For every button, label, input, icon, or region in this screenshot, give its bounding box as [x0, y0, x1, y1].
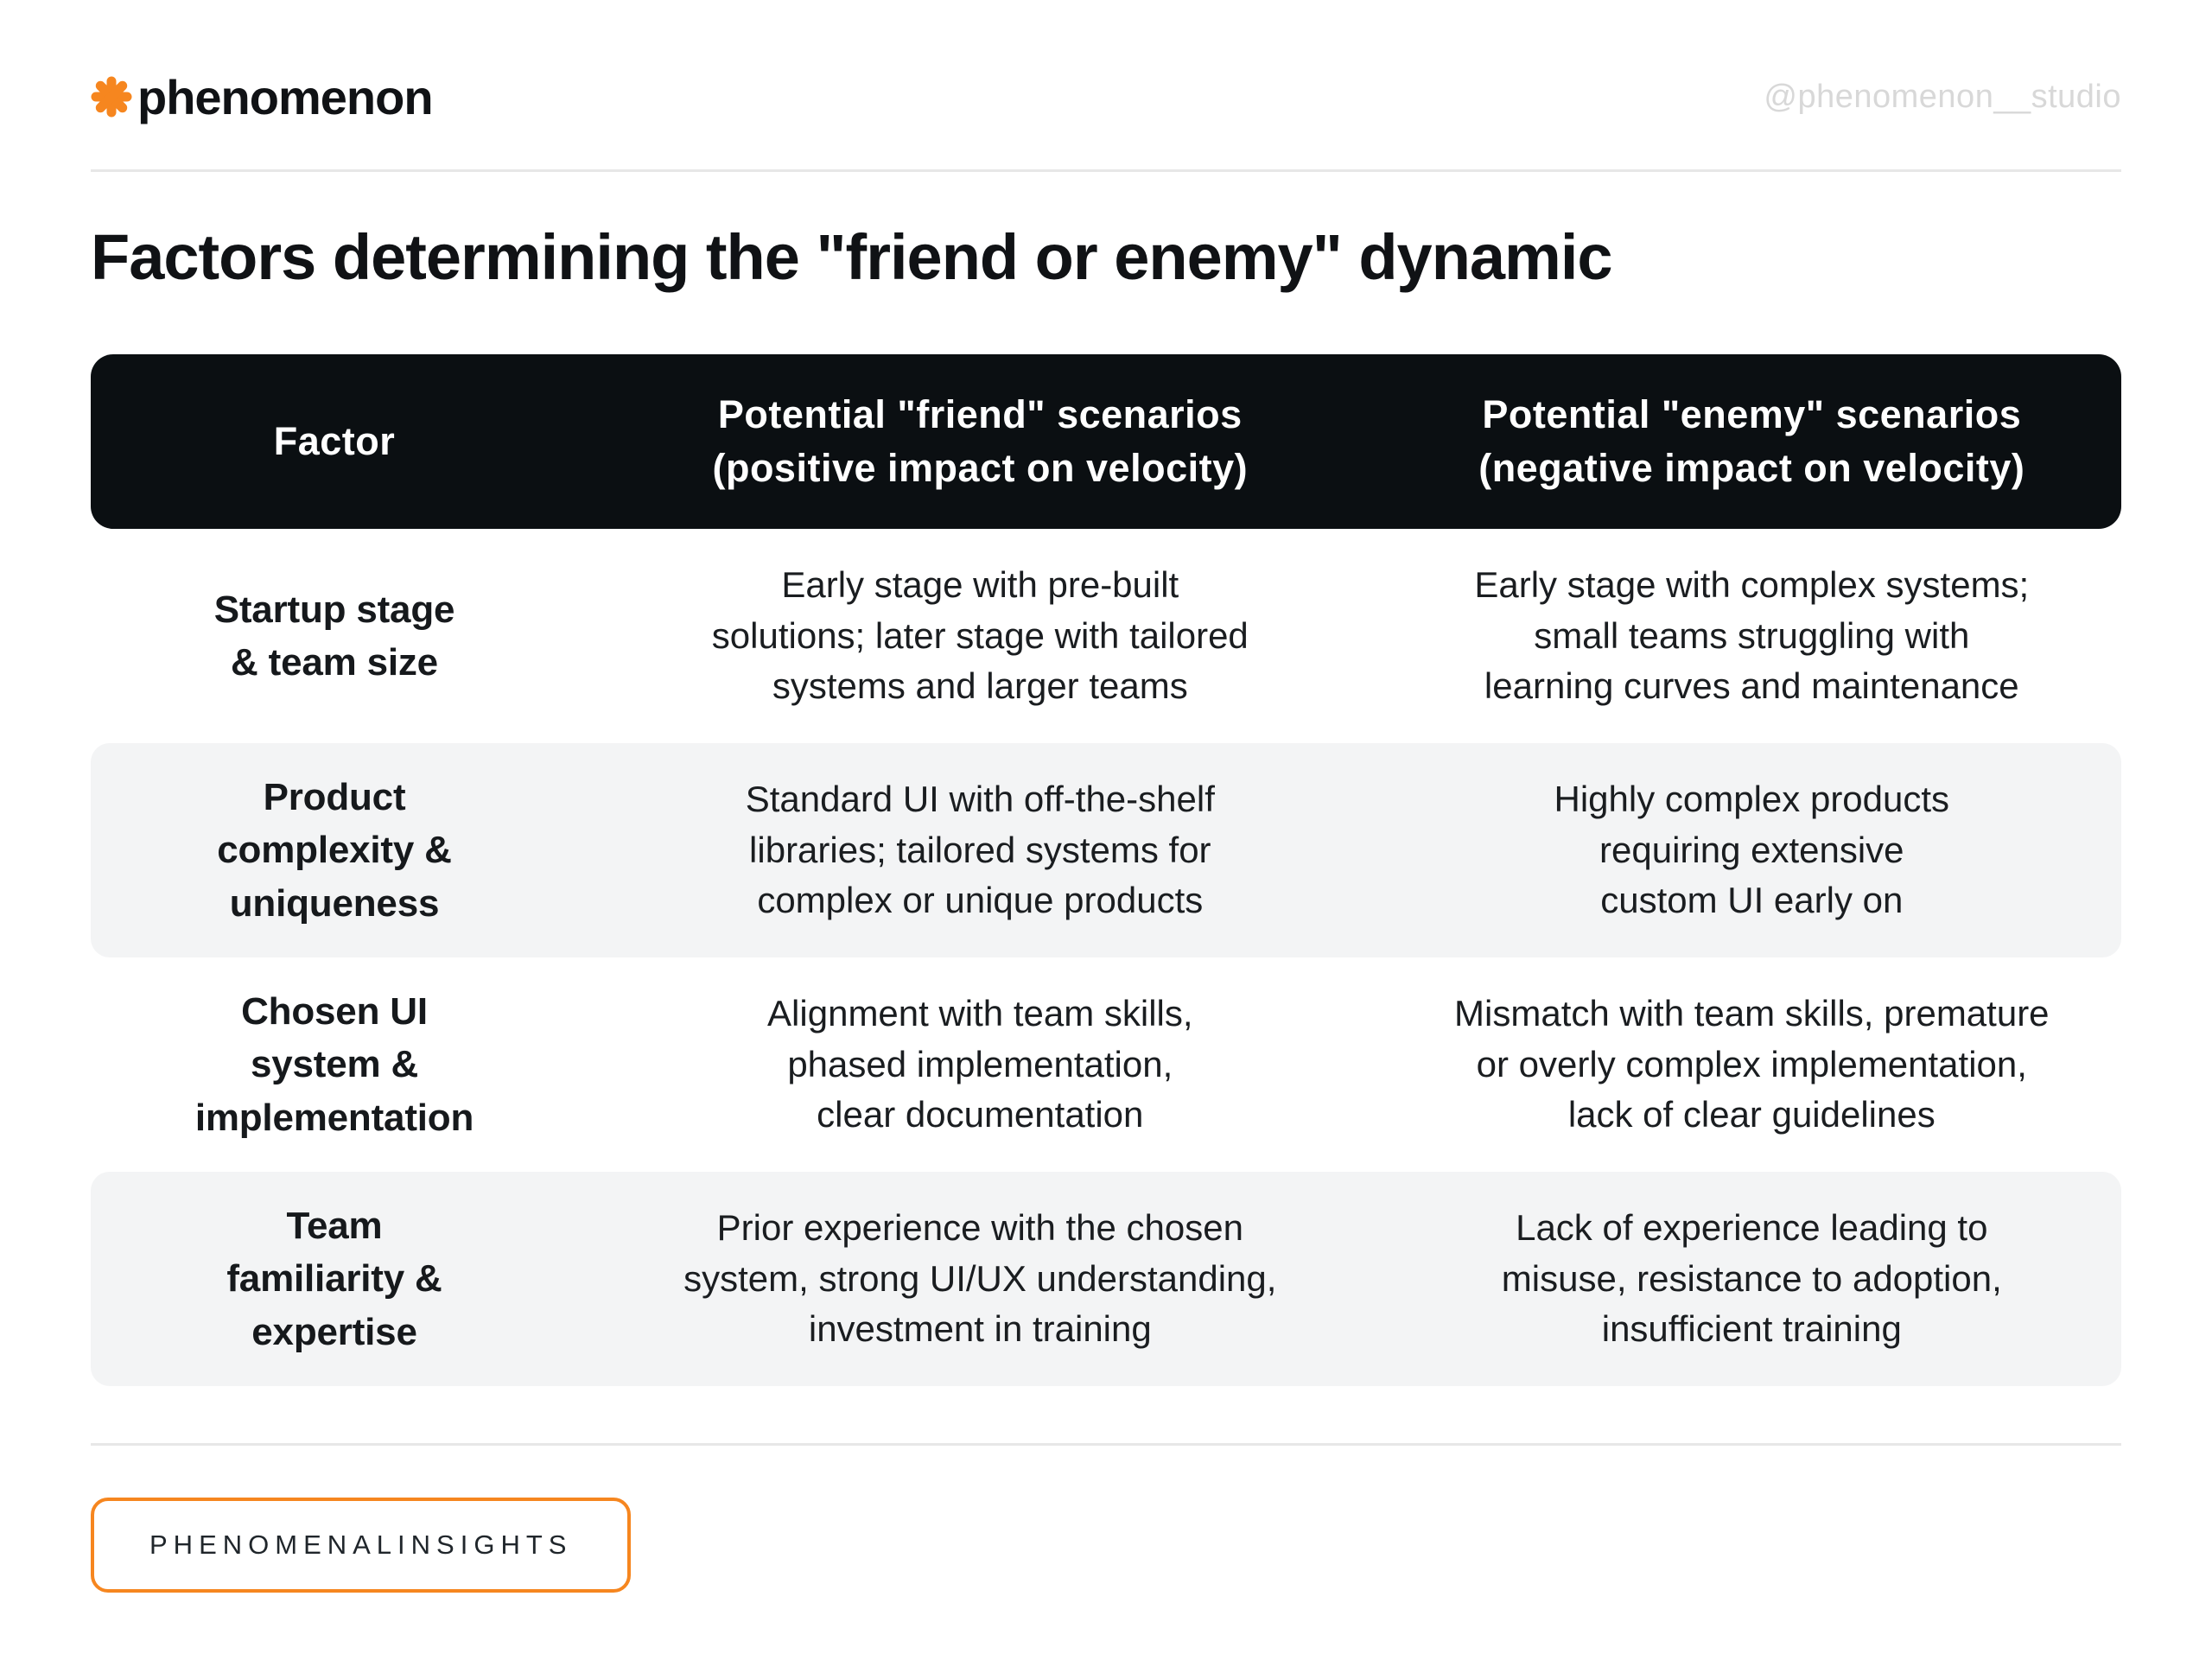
friend-scenario-cell: Standard UI with off-the-shelf libraries…: [745, 778, 1215, 921]
table-header-row: Factor Potential "friend" scenarios (pos…: [91, 354, 2121, 530]
friend-scenario-cell: Early stage with pre-built solutions; la…: [711, 563, 1249, 707]
factor-cell: Team familiarity & expertise: [226, 1204, 442, 1353]
column-header-factor: Factor: [273, 419, 396, 464]
column-header-enemy-scenarios: Potential "enemy" scenarios (negative im…: [1478, 392, 2025, 491]
enemy-scenario-cell: Lack of experience leading to misuse, re…: [1501, 1206, 2002, 1350]
factor-cell: Chosen UI system & implementation: [194, 989, 474, 1139]
enemy-scenario-cell: Mismatch with team skills, premature or …: [1454, 992, 2050, 1135]
table-row: Chosen UI system & implementation Alignm…: [91, 957, 2121, 1172]
bottom-divider: [91, 1443, 2121, 1447]
hashtag-badge: PHENOMENALINSIGHTS: [91, 1498, 632, 1593]
enemy-scenario-cell: Early stage with complex systems; small …: [1474, 563, 2030, 707]
page-title: Factors determining the "friend or enemy…: [91, 221, 1613, 293]
asterisk-icon: [91, 76, 132, 118]
enemy-scenario-cell: Highly complex products requiring extens…: [1554, 778, 1950, 921]
social-handle: @phenomenon__studio: [1764, 78, 2121, 115]
friend-scenario-cell: Prior experience with the chosen system,…: [683, 1206, 1277, 1350]
table-row: Product complexity & uniqueness Standard…: [91, 743, 2121, 958]
table-row: Startup stage & team size Early stage wi…: [91, 529, 2121, 743]
friend-scenario-cell: Alignment with team skills, phased imple…: [767, 992, 1193, 1135]
factor-cell: Startup stage & team size: [213, 588, 455, 684]
factor-cell: Product complexity & uniqueness: [217, 775, 452, 925]
brand-logo: phenomenon: [91, 69, 434, 125]
top-divider: [91, 169, 2121, 172]
factors-table: Factor Potential "friend" scenarios (pos…: [91, 354, 2121, 1387]
top-bar: phenomenon @phenomenon__studio: [91, 62, 2121, 131]
column-header-friend-scenarios: Potential "friend" scenarios (positive i…: [712, 392, 1249, 491]
table-row: Team familiarity & expertise Prior exper…: [91, 1172, 2121, 1387]
brand-name: phenomenon: [137, 69, 434, 124]
